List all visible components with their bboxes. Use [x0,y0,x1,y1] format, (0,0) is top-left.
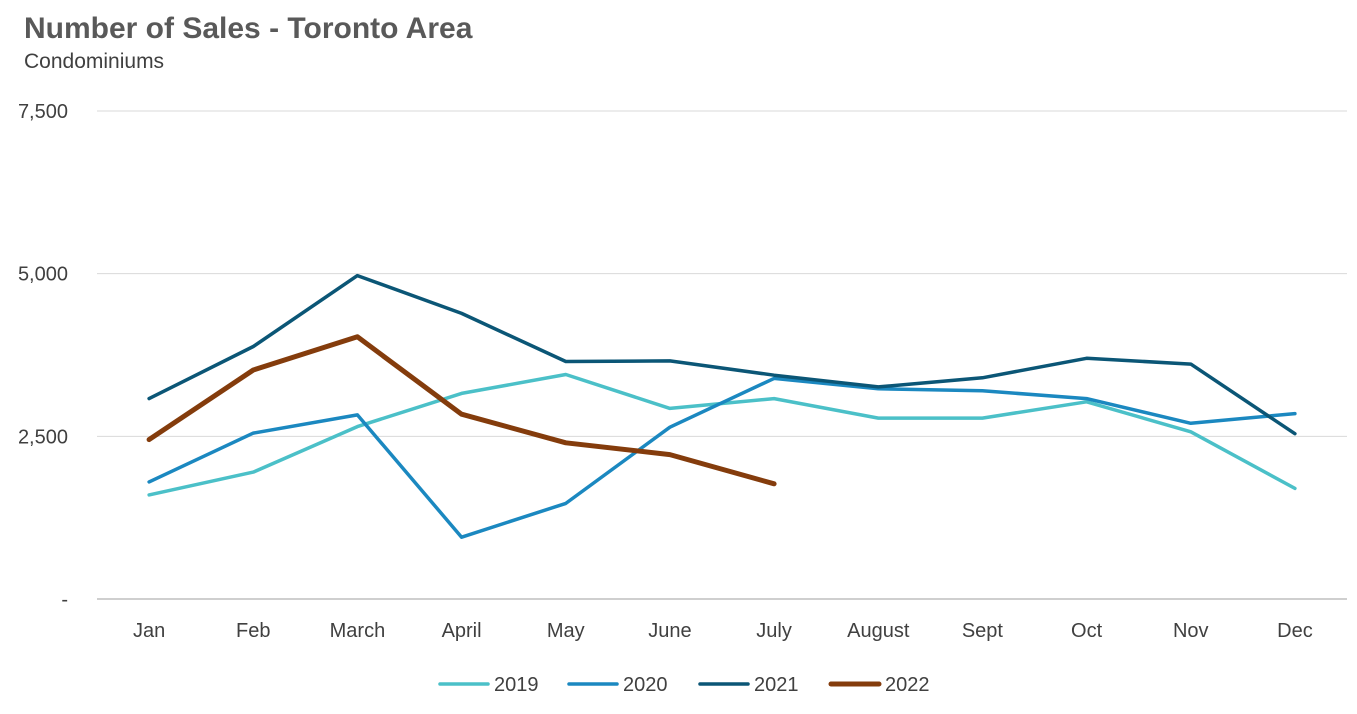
x-tick-label: Oct [1071,620,1103,642]
x-tick-label: May [547,620,585,642]
legend-label-2019: 2019 [494,674,539,696]
legend-label-2022: 2022 [885,674,930,696]
legend-label-2020: 2020 [623,674,668,696]
x-tick-label: Dec [1277,620,1313,642]
series-line-2022 [146,334,777,487]
series-lines [146,273,1297,539]
series-line-2020 [147,376,1297,539]
x-tick-label: April [442,620,482,642]
y-tick-label: 2,500 [18,426,68,448]
x-tick-label: Feb [236,620,270,642]
chart-title: Number of Sales - Toronto Area [24,12,473,45]
y-tick-label: 7,500 [18,101,68,123]
x-tick-label: Sept [962,620,1004,642]
gridlines [97,110,1347,600]
y-axis-ticks: - 2,500 5,000 7,500 [18,101,68,611]
legend-label-2021: 2021 [754,674,799,696]
x-tick-label: July [756,620,792,642]
x-tick-label: Nov [1173,620,1209,642]
x-tick-label: March [330,620,386,642]
x-axis-ticks: Jan Feb March April May June July August Sept Oct… [133,620,1313,642]
series-line-2019 [147,372,1297,497]
x-tick-label: August [847,620,910,642]
series-line-2021 [147,273,1297,436]
chart-subtitle: Condominiums [24,50,165,73]
x-tick-label: June [648,620,691,642]
legend: 2019 2020 2021 2022 [438,674,930,696]
x-tick-label: Jan [133,620,165,642]
y-tick-label: 5,000 [18,264,68,286]
y-tick-label: - [61,589,68,611]
